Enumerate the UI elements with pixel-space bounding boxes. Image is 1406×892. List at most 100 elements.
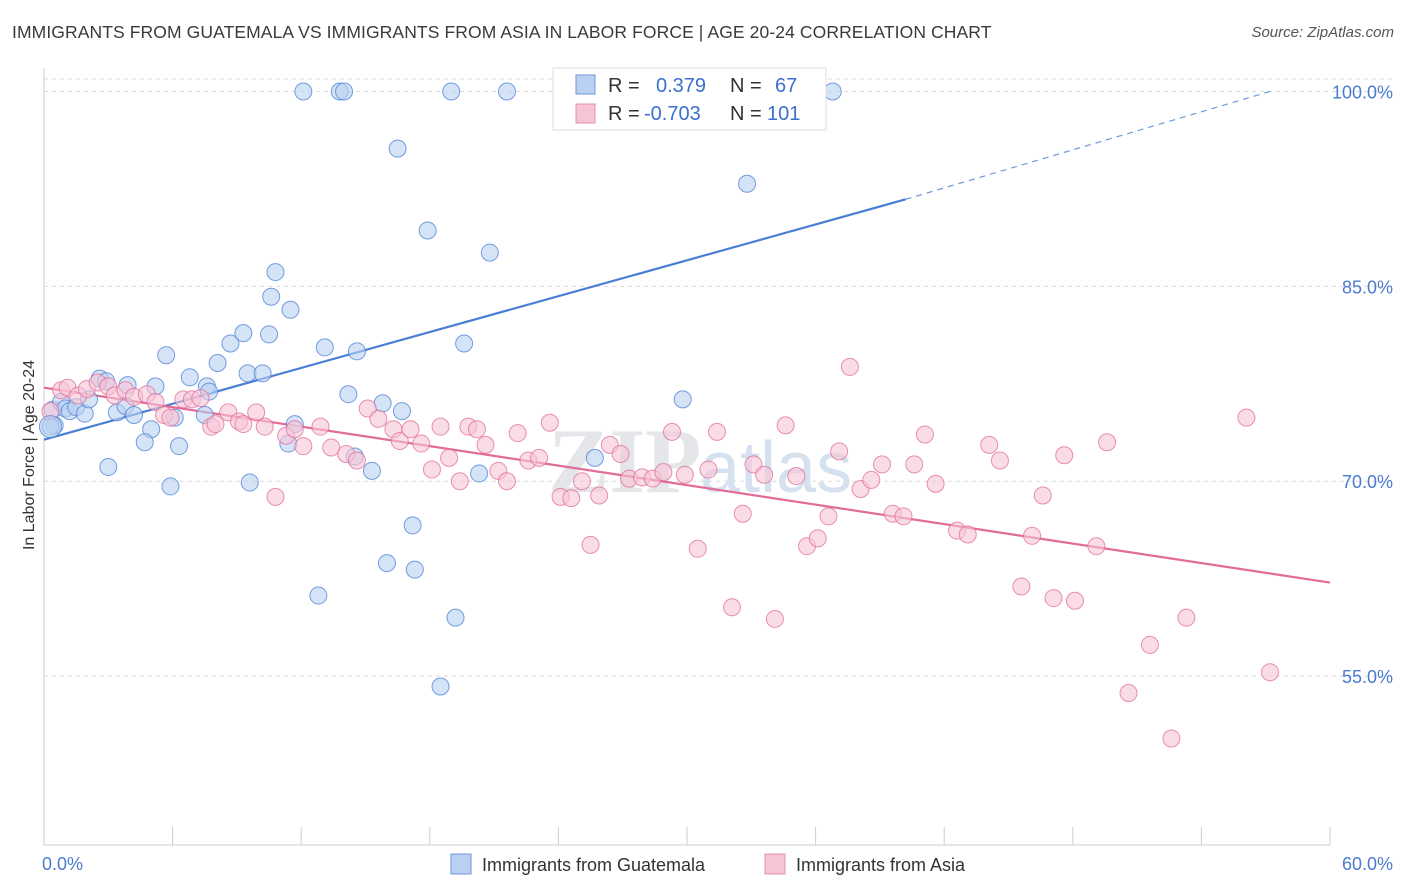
point-asia bbox=[840, 357, 859, 376]
point-asia bbox=[450, 472, 469, 491]
point-asia bbox=[688, 539, 707, 558]
point-asia bbox=[819, 507, 838, 526]
y-tick-label: 55.0% bbox=[1342, 667, 1393, 687]
point-guatemala bbox=[339, 385, 358, 404]
y-tick-label: 70.0% bbox=[1342, 472, 1393, 492]
point-asia bbox=[894, 507, 913, 526]
point-asia bbox=[1140, 635, 1159, 654]
point-asia bbox=[590, 486, 609, 505]
point-asia bbox=[1177, 608, 1196, 627]
point-asia bbox=[234, 415, 253, 434]
point-asia bbox=[873, 455, 892, 474]
point-guatemala bbox=[170, 437, 189, 456]
watermark-atlas: atlas bbox=[700, 428, 852, 508]
point-asia bbox=[476, 435, 495, 454]
chart-title: IMMIGRANTS FROM GUATEMALA VS IMMIGRANTS … bbox=[12, 22, 992, 42]
point-asia bbox=[1033, 486, 1052, 505]
point-asia bbox=[294, 437, 313, 456]
point-guatemala bbox=[125, 405, 144, 424]
point-guatemala bbox=[823, 82, 842, 101]
x-tick-label-end: 60.0% bbox=[1342, 854, 1393, 874]
point-asia bbox=[1065, 591, 1084, 610]
series-legend: Immigrants from Guatemala Immigrants fro… bbox=[450, 853, 966, 875]
stats-swatch-asia bbox=[575, 103, 596, 124]
point-asia bbox=[1087, 537, 1106, 556]
point-guatemala-large bbox=[38, 415, 62, 439]
point-asia bbox=[675, 465, 694, 484]
point-guatemala bbox=[446, 608, 465, 627]
point-asia bbox=[765, 609, 784, 628]
point-asia bbox=[990, 451, 1009, 470]
point-guatemala bbox=[480, 243, 499, 262]
point-guatemala bbox=[442, 82, 461, 101]
point-asia bbox=[654, 463, 673, 482]
point-asia bbox=[322, 438, 341, 457]
point-asia bbox=[708, 422, 727, 441]
point-asia bbox=[146, 392, 165, 411]
point-guatemala bbox=[362, 461, 381, 480]
legend-label-guatemala: Immigrants from Guatemala bbox=[482, 855, 706, 875]
point-guatemala bbox=[99, 457, 118, 476]
point-asia bbox=[191, 389, 210, 408]
legend-swatch-asia bbox=[764, 853, 786, 875]
point-guatemala bbox=[470, 464, 489, 483]
point-guatemala bbox=[253, 364, 272, 383]
stats-legend: R = 0.379 N = 67 R = -0.703 N = 101 bbox=[552, 67, 827, 131]
point-asia bbox=[369, 409, 388, 428]
point-asia bbox=[401, 420, 420, 439]
trend-extension-guatemala bbox=[905, 90, 1271, 200]
point-asia bbox=[776, 416, 795, 435]
point-asia bbox=[347, 451, 366, 470]
point-asia bbox=[562, 489, 581, 508]
point-asia bbox=[497, 472, 516, 491]
point-guatemala bbox=[260, 325, 279, 344]
point-asia bbox=[733, 504, 752, 523]
point-guatemala bbox=[180, 368, 199, 387]
point-asia bbox=[980, 435, 999, 454]
point-asia bbox=[808, 529, 827, 548]
point-guatemala bbox=[240, 473, 259, 492]
point-guatemala bbox=[373, 394, 392, 413]
point-asia bbox=[440, 448, 459, 467]
point-guatemala bbox=[335, 82, 354, 101]
point-guatemala bbox=[418, 221, 437, 240]
stats-swatch-guatemala bbox=[575, 74, 596, 95]
y-axis-label: In Labor Force | Age 20-24 bbox=[21, 360, 38, 550]
point-asia bbox=[431, 417, 450, 436]
stats-r-value-asia: -0.703 bbox=[644, 103, 701, 125]
point-guatemala bbox=[266, 263, 285, 282]
point-asia bbox=[830, 442, 849, 461]
point-asia bbox=[572, 472, 591, 491]
point-asia bbox=[390, 431, 409, 450]
point-guatemala bbox=[738, 174, 757, 193]
point-asia bbox=[422, 460, 441, 479]
y-tick-label: 100.0% bbox=[1332, 82, 1393, 102]
point-guatemala bbox=[405, 560, 424, 579]
stats-r-label-guatemala: R = bbox=[608, 75, 640, 97]
point-guatemala bbox=[377, 554, 396, 573]
point-asia bbox=[926, 474, 945, 493]
x-tick-label-start: 0.0% bbox=[42, 854, 83, 874]
point-asia bbox=[1119, 683, 1138, 702]
stats-r-label-asia: R = bbox=[608, 103, 640, 125]
point-asia bbox=[255, 417, 274, 436]
point-guatemala bbox=[262, 287, 281, 306]
point-asia bbox=[161, 408, 180, 427]
point-guatemala bbox=[157, 346, 176, 365]
data-points bbox=[38, 82, 1279, 748]
point-guatemala bbox=[431, 677, 450, 696]
point-guatemala bbox=[161, 477, 180, 496]
point-asia bbox=[1023, 526, 1042, 545]
axes bbox=[43, 68, 1331, 846]
point-asia bbox=[611, 444, 630, 463]
point-asia bbox=[311, 417, 330, 436]
point-guatemala bbox=[455, 334, 474, 353]
point-asia bbox=[1044, 589, 1063, 608]
point-guatemala bbox=[497, 82, 516, 101]
point-guatemala bbox=[208, 354, 227, 373]
point-guatemala bbox=[221, 334, 240, 353]
point-asia bbox=[915, 425, 934, 444]
point-asia bbox=[755, 465, 774, 484]
y-tick-label: 85.0% bbox=[1342, 277, 1393, 297]
